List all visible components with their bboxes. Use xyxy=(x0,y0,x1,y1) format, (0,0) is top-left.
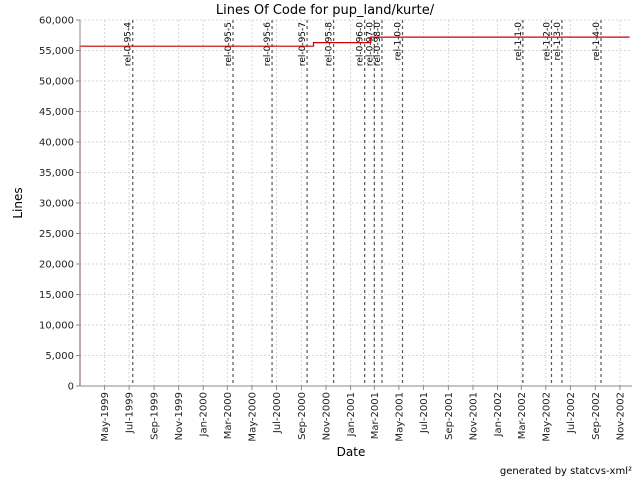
y-tick-label: 55,000 xyxy=(39,46,74,57)
version-marker-label: rel-0-95-4 xyxy=(124,22,134,66)
x-tick-label: May-1999 xyxy=(100,392,111,442)
version-marker-label: rel-0-95-6 xyxy=(263,22,273,66)
x-tick-label: May-2000 xyxy=(247,392,258,442)
x-tick-label: Jan-2002 xyxy=(493,392,504,437)
x-tick-label: Jul-2002 xyxy=(566,392,577,434)
x-tick-label: Jul-1999 xyxy=(125,392,136,434)
version-markers: rel-0-95-4 rel-0-95-5 rel-0-95-6 rel-0-95-7… xyxy=(124,20,602,386)
x-tick-label: Jan-2001 xyxy=(346,392,357,437)
x-tick-label: Nov-2000 xyxy=(322,392,333,440)
chart-title: Lines Of Code for pup_land/kurte/ xyxy=(216,3,435,18)
version-marker-label: rel-0-95-7 xyxy=(298,22,308,66)
x-tick-label: Nov-2002 xyxy=(615,392,626,440)
x-tick-label: Jul-2000 xyxy=(272,392,283,434)
x-tick-label: Jan-2000 xyxy=(199,392,210,437)
x-tick-label: Mar-2002 xyxy=(517,392,528,439)
x-tick-label: Sep-2000 xyxy=(297,392,308,440)
x-tick-label: May-2002 xyxy=(541,392,552,442)
version-marker-label: rel-1-1-0 xyxy=(514,22,524,61)
y-tick-label: 5,000 xyxy=(45,351,74,362)
version-marker-label: rel-0-98-0 xyxy=(373,22,383,66)
version-marker-label: rel-1-3-0 xyxy=(553,22,563,61)
y-tick-label: 60,000 xyxy=(39,16,74,27)
x-tick-label: Mar-2001 xyxy=(370,392,381,439)
y-axis-ticks: 0 5,000 10,000 15,000 20,000 25,000 30,000 35,0… xyxy=(39,16,80,393)
x-axis-label: Date xyxy=(337,445,366,459)
y-tick-label: 10,000 xyxy=(39,321,74,332)
y-tick-label: 25,000 xyxy=(39,229,74,240)
x-tick-label: Jul-2001 xyxy=(419,392,430,434)
version-marker-label: rel-1-4-0 xyxy=(592,22,602,61)
x-tick-label: Sep-2001 xyxy=(444,392,455,440)
x-tick-label: Nov-2001 xyxy=(468,392,479,440)
version-marker-label: rel-1-0-0 xyxy=(394,22,404,61)
grid xyxy=(80,19,632,387)
x-tick-label: Mar-2000 xyxy=(223,392,234,439)
y-tick-label: 0 xyxy=(68,382,74,393)
y-tick-label: 15,000 xyxy=(39,290,74,301)
version-marker-label: rel-0-96-0 xyxy=(356,22,366,66)
y-tick-label: 50,000 xyxy=(39,77,74,88)
x-axis-ticks: May-1999 Jul-1999 Sep-1999 Nov-1999 Jan-2000… xyxy=(100,386,626,442)
x-tick-label: Nov-1999 xyxy=(174,392,185,440)
y-tick-label: 35,000 xyxy=(39,168,74,179)
x-tick-label: May-2001 xyxy=(394,392,405,442)
version-marker-label: rel-0-95-8 xyxy=(325,22,335,66)
y-tick-label: 20,000 xyxy=(39,260,74,271)
footer-credit: generated by statcvs-xml² xyxy=(500,466,632,477)
x-tick-label: Sep-2002 xyxy=(591,392,602,440)
version-marker-label: rel-0-95-5 xyxy=(224,22,234,66)
y-axis-label: Lines xyxy=(11,187,25,218)
y-tick-label: 40,000 xyxy=(39,138,74,149)
x-tick-label: Sep-1999 xyxy=(150,392,161,440)
y-tick-label: 45,000 xyxy=(39,107,74,118)
y-tick-label: 30,000 xyxy=(39,199,74,210)
version-marker-label: rel-1-2-0 xyxy=(542,22,552,61)
version-marker-label: rel-0-97-0 xyxy=(365,22,375,66)
